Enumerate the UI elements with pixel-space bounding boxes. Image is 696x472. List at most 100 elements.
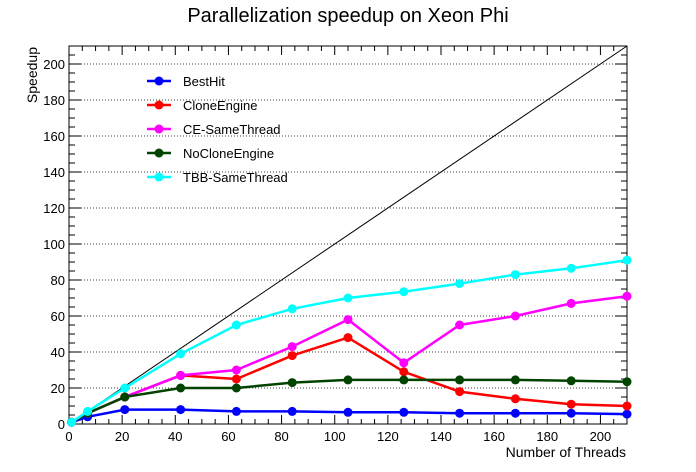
data-point [231,365,241,375]
legend-marker [154,172,164,182]
data-point [287,378,297,388]
data-point [622,377,632,387]
data-point [287,342,297,352]
legend-entry: NoCloneEngine [147,146,274,161]
legend-label: TBB-SameThread [183,170,288,185]
x-tick-label: 160 [483,429,505,444]
y-tick-label: 80 [51,273,65,288]
y-tick-label: 0 [58,417,65,432]
data-point [622,255,632,265]
data-point [622,401,632,411]
series-line [70,258,628,424]
legend-label: NoCloneEngine [183,146,274,161]
y-tick-label: 60 [51,309,65,324]
x-tick-label: 0 [65,429,72,444]
series-tbb-samethread [67,255,632,427]
data-point [510,408,520,418]
y-tick-label: 140 [43,165,65,180]
data-point [176,370,186,380]
data-point [343,375,353,385]
data-point [231,374,241,384]
data-point [343,407,353,417]
legend-label: CloneEngine [183,98,257,113]
x-axis-label: Number of Threads [506,444,626,460]
data-point [510,270,520,280]
data-point [455,320,465,330]
data-point [455,375,465,385]
x-tick-label: 180 [536,429,558,444]
data-point [399,375,409,385]
data-point [343,315,353,325]
grid-lines [69,63,627,389]
data-point [287,304,297,314]
x-tick-label: 120 [377,429,399,444]
data-point [566,263,576,273]
data-point [287,351,297,361]
data-point [67,417,77,427]
y-tick-label: 120 [43,201,65,216]
data-point [120,405,130,415]
x-tick-label: 80 [274,429,288,444]
series-line [71,378,628,424]
data-point [455,408,465,418]
legend-entry: TBB-SameThread [147,170,288,185]
data-point [83,406,93,416]
data-point [231,406,241,416]
x-tick-label: 60 [221,429,235,444]
legend-marker [154,124,164,134]
data-point [510,311,520,321]
series-line [71,408,628,424]
y-tick-label: 100 [43,237,65,252]
series-nocloneengine [67,375,632,427]
data-point [566,376,576,386]
y-axis-label: Speedup [24,47,40,103]
x-tick-label: 100 [324,429,346,444]
x-tick-label: 200 [590,429,612,444]
data-point [287,406,297,416]
data-point [399,367,409,377]
data-point [510,375,520,385]
legend: BestHit CloneEngine CE-SameThread NoCloneEn… [147,74,288,185]
data-point [622,409,632,419]
legend-label: BestHit [183,74,225,89]
series-layer [67,255,632,427]
legend-marker [154,76,164,86]
y-tick-label: 160 [43,129,65,144]
data-point [455,387,465,397]
y-tick-label: 40 [51,345,65,360]
data-point [455,279,465,289]
ideal-line [68,45,628,425]
legend-marker [154,100,164,110]
legend-label: CE-SameThread [183,122,281,137]
x-tick-label: 40 [168,429,182,444]
legend-entry: BestHit [147,74,225,89]
data-point [231,383,241,393]
data-point [120,392,130,402]
data-point [566,298,576,308]
data-point [120,383,130,393]
y-tick-label: 20 [51,381,65,396]
data-point [566,399,576,409]
axis-ticks: 0 20 40 60 80 100 120 140 160 180 200 0 20 40 60 80 100 1… [43,45,628,444]
legend-entry: CloneEngine [147,98,257,113]
x-tick-label: 20 [115,429,129,444]
ideal-speedup-line [68,45,628,425]
data-point [399,407,409,417]
data-point [176,383,186,393]
legend-marker [154,148,164,158]
y-tick-label: 200 [43,57,65,72]
data-point [399,287,409,297]
series-ce-samethread [67,291,632,427]
data-point [399,358,409,368]
series-line [71,294,628,424]
data-point [176,349,186,359]
data-point [510,394,520,404]
data-point [231,320,241,330]
data-point [566,408,576,418]
data-point [176,405,186,415]
legend-entry: CE-SameThread [147,122,281,137]
data-point [343,333,353,343]
data-point [622,291,632,301]
data-point [343,293,353,303]
